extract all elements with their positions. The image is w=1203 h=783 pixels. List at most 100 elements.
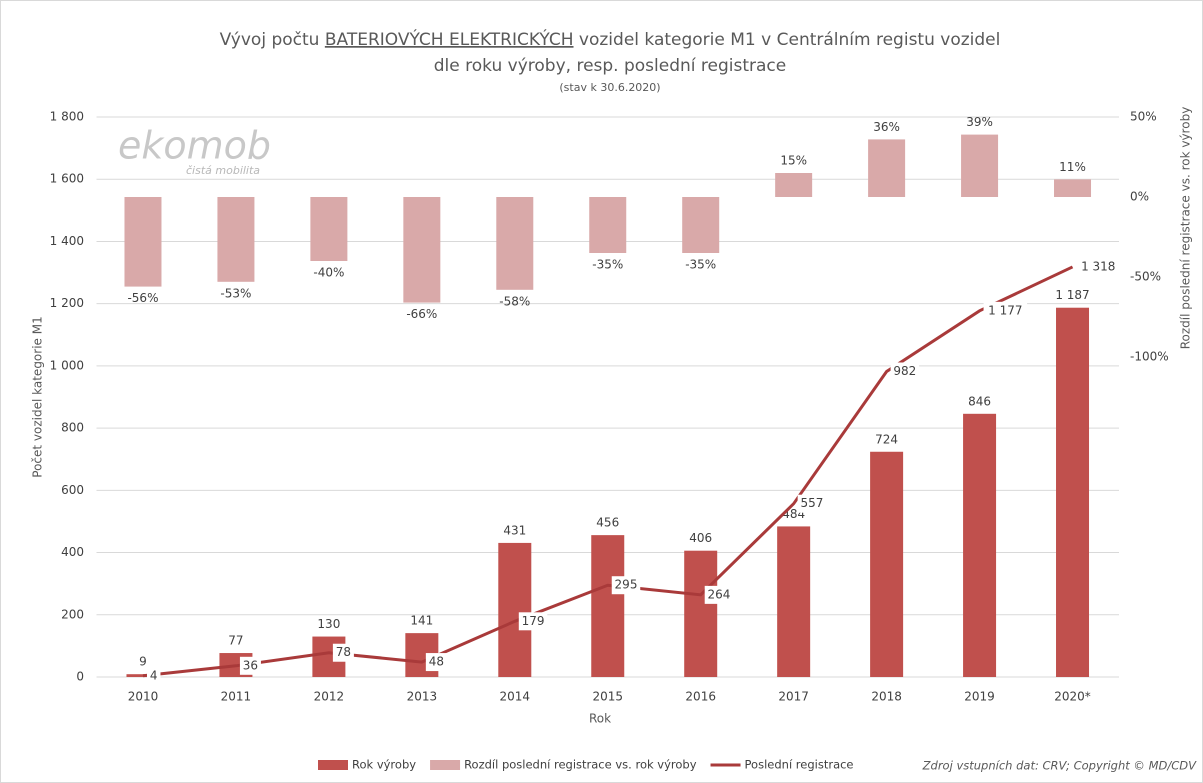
bar (868, 139, 906, 197)
bar (496, 197, 534, 290)
chart-subtitle: (stav k 30.6.2020) (559, 81, 660, 94)
data-label: -56% (127, 291, 158, 305)
data-label: 78 (336, 645, 351, 659)
data-label: 11% (1059, 160, 1086, 174)
y-tick-label: 400 (61, 545, 84, 559)
bar (961, 134, 999, 197)
data-label-bg (611, 576, 641, 595)
data-label: 48 (429, 655, 444, 669)
title-part: Vývoj počtu (220, 30, 320, 50)
data-label: -35% (685, 258, 716, 272)
bar (124, 197, 162, 287)
bar (682, 197, 720, 253)
bar (591, 535, 625, 677)
y-tick-label: 1 200 (50, 296, 84, 310)
y2-tick-label: 50% (1130, 110, 1157, 124)
bar (589, 197, 627, 253)
source-note: Zdroj vstupních dat: CRV; Copyright © MD… (922, 759, 1197, 773)
y-tick-label: 600 (61, 483, 84, 497)
data-label-bg (1076, 257, 1121, 276)
x-tick-label: 2013 (407, 690, 438, 704)
data-label: 1 187 (1055, 288, 1089, 302)
data-label-bg (704, 585, 734, 604)
x-tick-label: 2016 (685, 690, 716, 704)
data-label: 15% (780, 154, 807, 168)
data-label: 1 177 (988, 303, 1022, 317)
data-label-bg (146, 666, 161, 685)
data-label: 9 (139, 655, 147, 669)
data-label: -40% (313, 266, 344, 280)
x-tick-label: 2018 (871, 690, 902, 704)
data-label: 36% (873, 120, 900, 134)
x-tick-label: 2010 (128, 690, 159, 704)
data-label: 130 (317, 617, 340, 631)
bar (963, 413, 997, 677)
data-label: -53% (220, 286, 251, 300)
y-tick-label: 1 800 (50, 110, 84, 124)
x-tick-label: 2012 (314, 690, 345, 704)
legend-swatch (318, 760, 348, 770)
data-label: 431 (503, 523, 526, 537)
bar (403, 197, 441, 303)
y-tick-label: 200 (61, 607, 84, 621)
data-label: 982 (893, 364, 916, 378)
data-label-bg (425, 653, 447, 672)
y-axis-label: Počet vozidel kategorie M1 (31, 316, 45, 477)
data-label-bg (890, 362, 920, 381)
data-label-bg (332, 643, 354, 662)
data-label: 846 (968, 394, 991, 408)
y2-tick-label: -100% (1130, 350, 1169, 364)
y-tick-label: 1 400 (50, 234, 84, 248)
data-label: 557 (800, 496, 823, 510)
data-label: 295 (615, 578, 638, 592)
x-tick-label: 2017 (778, 690, 809, 704)
x-tick-label: 2011 (221, 690, 252, 704)
data-label: 39% (966, 115, 993, 129)
x-tick-label: 2019 (964, 690, 995, 704)
x-tick-label: 2020* (1054, 690, 1091, 704)
logo: ekomob (118, 124, 271, 168)
bar (1054, 179, 1092, 197)
data-label: 141 (410, 614, 433, 628)
legend-swatch (430, 760, 461, 770)
data-label-bg (797, 494, 827, 513)
title-part: BATERIOVÝCH ELEKTRICKÝCH (325, 28, 574, 50)
y2-axis-label: Rozdíl poslední registrace vs. rok výrob… (1179, 107, 1193, 350)
bar (217, 197, 255, 282)
y-tick-label: 1 000 (50, 358, 84, 372)
bar (777, 526, 811, 677)
line (142, 265, 1074, 678)
y2-tick-label: 0% (1130, 190, 1149, 204)
legend-label: Rok výroby (352, 758, 416, 772)
data-label: 406 (689, 531, 712, 545)
logo-tagline: čistá mobilita (186, 164, 260, 177)
bar (1056, 307, 1090, 677)
y2-tick-label: -50% (1130, 270, 1161, 284)
chart-title: Vývoj počtu BATERIOVÝCH ELEKTRICKÝCH voz… (220, 28, 1001, 50)
x-tick-label: 2014 (500, 690, 531, 704)
data-label: 36 (243, 658, 258, 672)
data-label: 264 (708, 587, 731, 601)
y-tick-label: 0 (76, 670, 84, 684)
title-part: vozidel kategorie M1 v Centrálním regist… (579, 30, 1000, 50)
y-tick-label: 800 (61, 421, 84, 435)
data-label-bg (518, 612, 548, 631)
data-label: 724 (875, 432, 898, 446)
y-tick-label: 1 600 (50, 172, 84, 186)
data-label: 1 318 (1081, 259, 1115, 273)
data-label: 179 (522, 614, 545, 628)
bar (684, 550, 718, 677)
data-label-bg (239, 656, 261, 675)
x-tick-label: 2015 (592, 690, 623, 704)
bar (498, 542, 532, 677)
data-label: -58% (499, 294, 530, 308)
legend-label: Poslední registrace (745, 758, 854, 772)
bar (870, 451, 904, 677)
legend-label: Rozdíl poslední registrace vs. rok výrob… (464, 758, 697, 772)
bar (775, 173, 813, 197)
data-label-bg (983, 301, 1028, 320)
data-label: 456 (596, 516, 619, 530)
data-label: -35% (592, 258, 623, 272)
x-axis-label: Rok (589, 712, 611, 726)
